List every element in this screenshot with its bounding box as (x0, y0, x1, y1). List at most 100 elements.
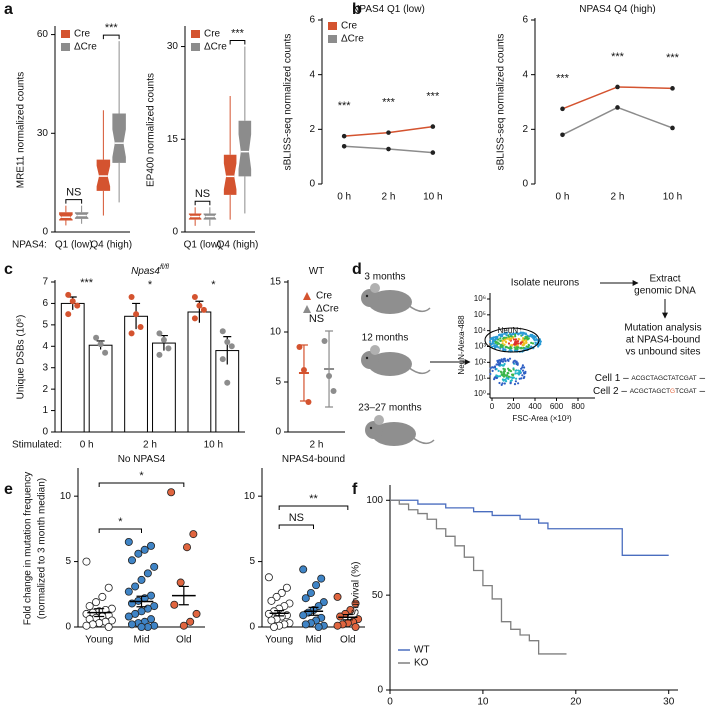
legend-label: Cre (341, 21, 358, 32)
title-text: NPAS4-bound (282, 454, 345, 465)
data-point (386, 130, 391, 135)
flow-event (511, 376, 514, 380)
flow-event (531, 333, 534, 336)
gate (484, 327, 540, 353)
x-tick-label: 2 h (143, 440, 157, 451)
data-point (156, 351, 163, 358)
flow-event (519, 342, 523, 345)
data-point (104, 583, 113, 592)
flow-event (495, 344, 498, 347)
legend-swatch (61, 43, 70, 51)
flow-event (512, 360, 515, 363)
significance-label: ** (309, 493, 318, 505)
flow-event (521, 366, 524, 369)
chart-title: No NPAS4 (118, 454, 166, 465)
flow-event (514, 369, 517, 372)
x-tick-label: 2 h (382, 192, 396, 203)
panel-label: c (4, 261, 13, 278)
data-point (183, 543, 192, 552)
bar (124, 315, 148, 433)
y-tick-label: 0 (65, 622, 71, 633)
legend-label: WT (414, 645, 430, 656)
flow-event (495, 363, 498, 366)
title-text: No NPAS4 (118, 454, 166, 465)
x-tick-label: Young (85, 635, 113, 646)
data-point (69, 298, 76, 305)
legend-label: Cre (316, 291, 333, 302)
flow-event (525, 341, 528, 344)
flow-event (503, 343, 506, 346)
data-point (102, 349, 109, 356)
data-point (134, 549, 143, 558)
data-point (330, 388, 337, 394)
flow-event (495, 374, 498, 377)
data-point (165, 345, 172, 352)
y-tick-label: 0 (377, 685, 383, 696)
data-point (200, 306, 207, 313)
flow-event (514, 340, 517, 343)
flow-x-label: FSC-Area (×10³) (512, 414, 572, 423)
flow-event (504, 346, 507, 349)
flow-event (536, 339, 539, 342)
flow-event (517, 369, 520, 372)
data-point (74, 302, 81, 309)
flow-event (501, 339, 504, 342)
data-point (341, 133, 347, 139)
data-point (156, 330, 163, 337)
flow-event (521, 369, 525, 372)
flow-event (539, 343, 542, 346)
mouse-tail (407, 366, 431, 375)
y-tick-label: 30 (167, 41, 179, 52)
box (238, 120, 252, 177)
flow-event (497, 375, 500, 378)
y-tick-label: 2 (42, 384, 48, 395)
panel-label: d (352, 261, 362, 278)
flow-event (497, 346, 500, 349)
flow-event (508, 357, 512, 360)
error-bar (274, 610, 285, 617)
flow-event (494, 346, 497, 349)
step-label: Mutation analysis (624, 323, 701, 334)
cell-label: Cell 2 – (593, 386, 627, 397)
y-tick-label: 6 (522, 15, 528, 26)
data-point (98, 592, 107, 601)
data-point (127, 620, 136, 629)
flow-event (524, 371, 527, 375)
flow-event (496, 337, 499, 340)
flow-event (500, 333, 504, 336)
data-point (305, 399, 312, 405)
significance-label: NS (309, 313, 324, 325)
y-tick-label: 0 (275, 427, 281, 438)
significance-label: *** (426, 91, 440, 103)
data-point (228, 343, 235, 350)
legend-swatch (191, 43, 200, 51)
x-tick-label: 10 (477, 697, 489, 706)
significance-bracket (229, 40, 246, 45)
data-point (306, 588, 315, 597)
data-point (321, 338, 328, 344)
chart-title: NPAS4 Q4 (high) (579, 4, 656, 15)
flow-event (526, 335, 529, 338)
flow-event (507, 367, 510, 370)
title-text: NPAS4 Q1 (low) (352, 4, 425, 15)
flow-event (499, 347, 502, 350)
flow-event (505, 376, 508, 379)
y-tick-label: 0 (522, 179, 528, 190)
flow-event (504, 359, 507, 362)
survival-curve (390, 499, 567, 655)
significance-label: *** (556, 73, 570, 85)
flow-event (489, 372, 492, 376)
data-point (333, 621, 342, 630)
flow-event (518, 332, 522, 335)
significance-bracket (102, 34, 120, 40)
title-text: NPAS4 Q4 (high) (579, 4, 656, 15)
data-point (670, 125, 675, 131)
gate-label: NeuN⁺ (498, 326, 523, 335)
flow-event (492, 336, 495, 339)
flow-event (518, 377, 521, 380)
y-tick-label: 4 (522, 69, 528, 80)
flow-event (530, 341, 533, 344)
y-tick-label: 0 (42, 227, 48, 238)
flow-event (505, 374, 508, 377)
